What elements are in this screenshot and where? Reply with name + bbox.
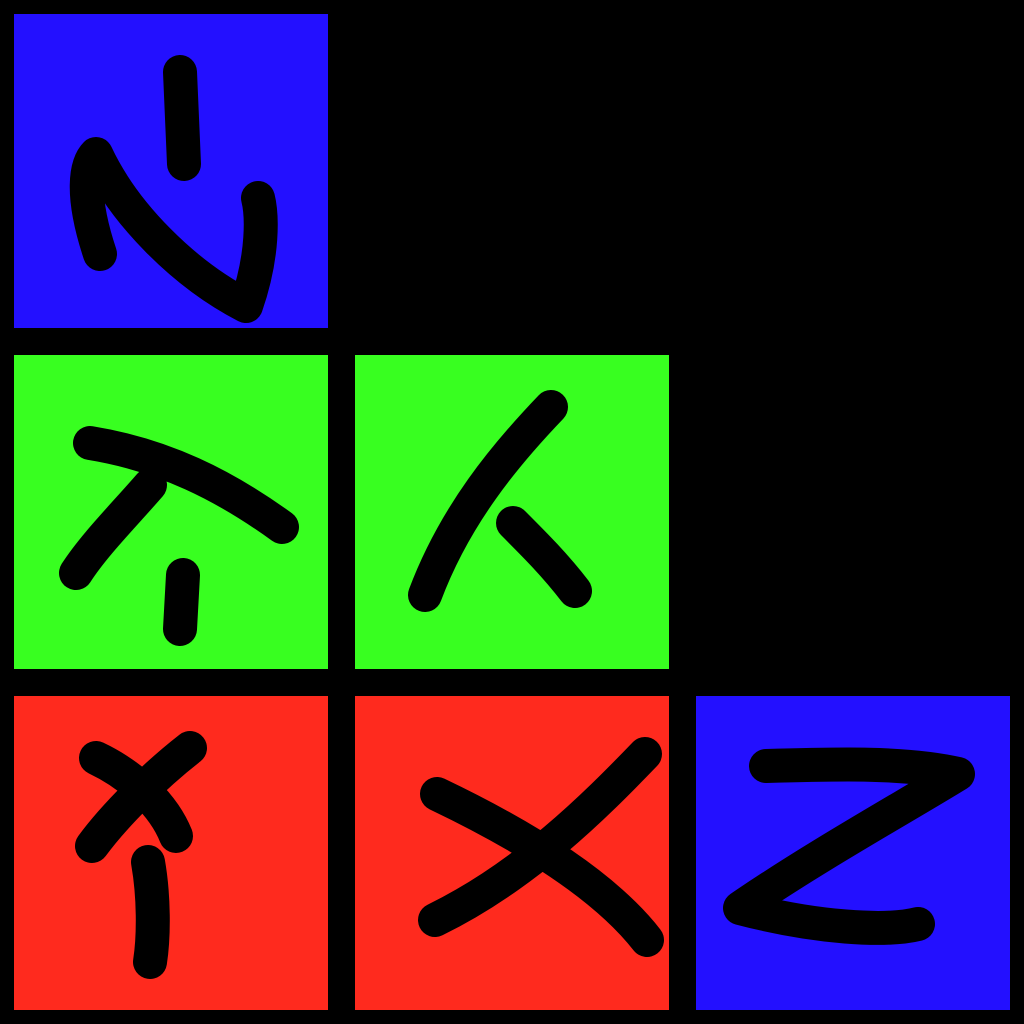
tile-blue-z — [696, 696, 1010, 1010]
glyph-stroke — [496, 506, 592, 608]
tile-red-x-tick — [14, 696, 328, 1010]
glyph-stroke — [723, 747, 975, 945]
glyph-stroke — [420, 777, 664, 957]
glyph-stroke — [408, 390, 568, 612]
glyph-sideways-x — [355, 696, 669, 1010]
glyph-stroke — [59, 468, 167, 590]
glyph-stroke — [75, 731, 207, 863]
glyph-slanted-t-with-tick — [14, 355, 328, 669]
glyph-rotated-z-with-tick — [14, 14, 328, 328]
glyph-stroke — [163, 55, 201, 181]
glyph-stroke — [418, 737, 662, 937]
glyph-stroke — [163, 558, 200, 646]
glyph-lambda-shape — [355, 355, 669, 669]
glyph-stroke — [131, 845, 170, 979]
glyph-stroke — [69, 137, 278, 323]
tile-blue-rotated-z — [14, 14, 328, 328]
tile-green-slanted-t — [14, 355, 328, 669]
glyph-z-shape — [696, 696, 1010, 1010]
tile-green-lambda — [355, 355, 669, 669]
tile-red-sideways-x — [355, 696, 669, 1010]
glyph-stroke — [73, 426, 299, 544]
glyph-x-with-tick — [14, 696, 328, 1010]
